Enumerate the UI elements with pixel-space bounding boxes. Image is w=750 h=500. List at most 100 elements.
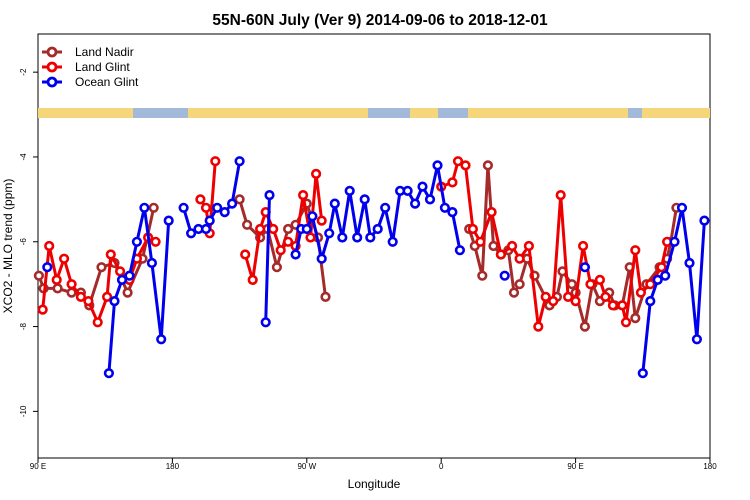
x-axis-label: Longitude xyxy=(348,477,401,491)
data-point-ocean-glint xyxy=(103,368,114,379)
data-point-land-nadir xyxy=(514,279,525,290)
data-point-land-glint xyxy=(83,296,94,307)
y-tick-label: -6 xyxy=(19,238,28,246)
data-point-ocean-glint xyxy=(359,194,370,205)
data-point-ocean-glint xyxy=(186,228,197,239)
data-point-land-glint xyxy=(452,156,464,167)
data-point-land-nadir xyxy=(630,313,641,324)
y-axis: -2 -4 -6 -8 -10 xyxy=(19,68,38,417)
legend-marker-land-nadir xyxy=(46,46,58,58)
data-point-land-nadir xyxy=(482,160,494,171)
data-point-land-glint xyxy=(66,279,77,290)
data-point-land-glint xyxy=(630,245,641,256)
x-tick-label: 180 xyxy=(703,462,717,471)
data-point-land-glint xyxy=(255,223,266,235)
data-point-land-glint xyxy=(486,207,497,218)
x-tick-label: 90 W xyxy=(297,462,316,471)
data-point-land-nadir xyxy=(148,202,159,213)
data-point-land-glint xyxy=(523,240,535,252)
data-point-land-nadir xyxy=(488,240,499,252)
legend-label-land-nadir: Land Nadir xyxy=(75,45,134,59)
data-point-land-glint xyxy=(114,266,126,277)
data-point-ocean-glint xyxy=(372,223,383,235)
x-tick-label: 0 xyxy=(439,462,444,471)
map-ocean xyxy=(38,108,710,118)
data-point-ocean-glint xyxy=(307,211,318,222)
data-point-land-glint xyxy=(200,202,212,213)
y-tick-label: -10 xyxy=(19,405,28,417)
data-point-land-glint xyxy=(51,274,62,286)
data-point-ocean-glint xyxy=(116,274,128,286)
data-point-ocean-glint xyxy=(42,262,53,273)
data-point-land-glint xyxy=(447,177,458,188)
data-point-land-nadir xyxy=(320,291,331,303)
data-point-ocean-glint xyxy=(380,202,391,213)
data-point-ocean-glint xyxy=(163,215,174,226)
data-point-land-glint xyxy=(656,262,667,273)
map-land-eurasia xyxy=(38,108,133,118)
data-point-ocean-glint xyxy=(156,334,167,345)
data-point-ocean-glint xyxy=(669,236,680,247)
data-point-ocean-glint xyxy=(131,236,142,247)
map-land-greenland xyxy=(410,108,438,118)
data-point-land-glint xyxy=(37,304,48,315)
data-point-ocean-glint xyxy=(417,181,428,192)
data-point-ocean-glint xyxy=(109,296,120,307)
legend-label-land-glint: Land Glint xyxy=(75,60,130,74)
world-map-strip xyxy=(38,108,710,118)
data-point-ocean-glint xyxy=(212,202,223,213)
data-point-land-glint xyxy=(645,279,656,290)
data-point-land-glint xyxy=(540,291,551,303)
data-point-ocean-glint xyxy=(432,160,443,171)
data-point-land-glint xyxy=(105,249,116,260)
data-point-ocean-glint xyxy=(204,215,215,226)
data-point-ocean-glint xyxy=(324,228,335,239)
data-point-land-glint xyxy=(635,287,647,298)
data-point-ocean-glint xyxy=(264,190,275,201)
data-point-land-glint xyxy=(460,160,471,171)
data-point-ocean-glint xyxy=(699,215,710,226)
data-point-land-glint xyxy=(585,279,596,290)
data-point-ocean-glint xyxy=(178,202,189,213)
legend-marker-ocean-glint xyxy=(46,76,58,88)
data-point-ocean-glint xyxy=(684,257,695,269)
series-line-ocean-glint xyxy=(264,195,271,323)
data-point-land-nadir xyxy=(52,283,63,294)
data-point-ocean-glint xyxy=(365,232,376,243)
data-point-land-glint xyxy=(548,296,559,307)
data-point-land-nadir xyxy=(508,287,520,298)
data-point-land-glint xyxy=(577,240,589,252)
data-point-land-nadir xyxy=(234,194,245,205)
data-point-land-glint xyxy=(594,274,606,286)
data-point-ocean-glint xyxy=(329,198,340,209)
series-line-ocean-glint xyxy=(107,206,171,374)
data-point-ocean-glint xyxy=(424,194,436,205)
data-point-land-glint xyxy=(514,253,525,264)
data-point-land-glint xyxy=(555,190,566,201)
data-point-land-glint xyxy=(475,236,486,247)
data-point-land-glint xyxy=(195,194,206,205)
data-point-land-glint xyxy=(620,317,632,328)
data-point-ocean-glint xyxy=(352,232,363,243)
data-point-ocean-glint xyxy=(454,245,466,256)
data-point-ocean-glint xyxy=(439,202,451,213)
series-layer xyxy=(33,156,710,379)
data-point-ocean-glint xyxy=(402,185,413,196)
data-point-land-glint xyxy=(75,291,86,303)
data-point-ocean-glint xyxy=(344,185,355,196)
data-point-ocean-glint xyxy=(447,207,458,218)
data-point-land-nadir xyxy=(579,321,591,332)
data-point-land-glint xyxy=(533,321,544,332)
map-land-europe xyxy=(468,108,628,118)
data-point-land-glint xyxy=(562,291,574,303)
data-point-ocean-glint xyxy=(301,223,312,235)
data-point-land-glint xyxy=(316,215,327,226)
data-point-land-glint xyxy=(617,300,628,311)
data-point-land-glint xyxy=(467,223,479,235)
x-axis: 90 E 180 90 W 0 90 E 180 xyxy=(30,458,717,471)
data-point-ocean-glint xyxy=(234,156,245,167)
x-tick-label: 90 E xyxy=(567,462,583,471)
data-point-land-glint xyxy=(607,300,619,311)
data-point-ocean-glint xyxy=(337,232,348,243)
